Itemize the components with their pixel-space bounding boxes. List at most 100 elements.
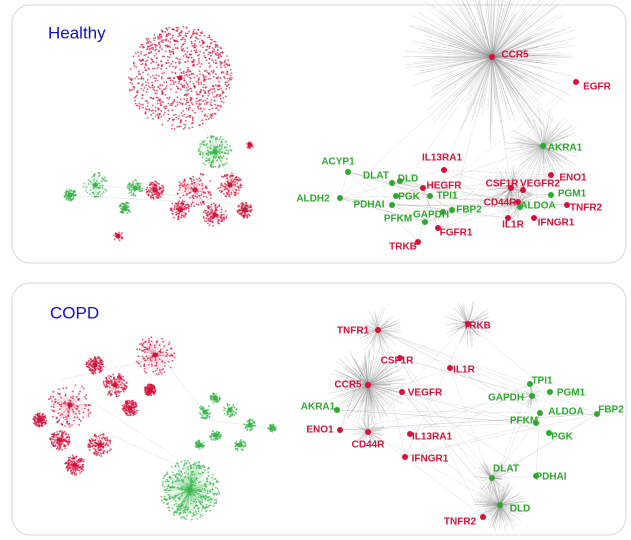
node-dot: [199, 201, 202, 204]
node-dot: [231, 174, 234, 177]
node-dot: [167, 119, 170, 122]
node-dot: [187, 74, 189, 77]
node-dot: [167, 61, 170, 64]
node-dot: [169, 33, 172, 35]
edge: [213, 151, 216, 168]
node-dot: [217, 108, 220, 111]
node-dot: [137, 51, 140, 54]
node-dot: [205, 144, 208, 147]
node-dot: [107, 374, 110, 377]
node-dot: [227, 149, 230, 152]
node-dot: [54, 439, 57, 442]
node-dot: [226, 55, 228, 57]
node-dot: [103, 436, 106, 439]
node-dot: [92, 178, 95, 181]
node-dot: [194, 195, 197, 198]
node-dot: [155, 196, 158, 198]
node-dot: [193, 205, 195, 207]
node-dot: [125, 381, 128, 384]
node-dot: [160, 40, 163, 43]
node-dot: [186, 192, 188, 195]
node-dot: [98, 449, 101, 452]
node-dot: [188, 205, 190, 207]
node-dot: [101, 368, 104, 371]
node-dot: [72, 411, 75, 413]
node-dot: [214, 165, 217, 168]
node-dot: [208, 158, 210, 161]
node-dot: [207, 219, 210, 222]
node-dot: [175, 211, 178, 214]
node-dot: [95, 195, 98, 198]
node-dot: [73, 419, 75, 422]
edge: [203, 141, 216, 153]
hub-dot: [92, 362, 98, 368]
node-dot: [210, 220, 213, 223]
node-dot: [171, 354, 174, 357]
node-dot: [160, 77, 163, 80]
node-dot: [187, 85, 190, 88]
node-dot: [138, 70, 140, 73]
node-dot: [153, 67, 156, 70]
node-dot: [39, 415, 42, 418]
node-dot: [95, 454, 98, 457]
node-dot: [108, 386, 111, 389]
node-dot: [176, 192, 179, 195]
node-dot: [150, 114, 153, 116]
node-dot: [148, 191, 151, 193]
node-dot: [58, 403, 61, 406]
node-dot: [67, 443, 70, 446]
node-dot: [123, 202, 126, 205]
node-dot: [178, 80, 181, 83]
node-dot: [183, 216, 185, 219]
node-dot: [198, 78, 200, 81]
node-dot: [126, 399, 129, 402]
node-dot: [155, 48, 158, 51]
edge: [193, 189, 196, 207]
node-dot: [61, 448, 64, 451]
node-dot: [220, 215, 223, 218]
node-dot: [99, 195, 102, 197]
node-dot: [183, 79, 186, 82]
node-dot: [143, 54, 146, 57]
node-dot: [239, 213, 242, 216]
edge: [179, 79, 216, 151]
node-dot: [187, 115, 190, 118]
node-dot: [68, 436, 71, 439]
node-dot: [192, 30, 195, 33]
node-dot: [182, 70, 185, 73]
node-dot: [130, 194, 133, 197]
node-dot: [134, 401, 136, 403]
edge: [210, 136, 216, 153]
node-dot: [135, 75, 138, 78]
node-dot: [100, 192, 103, 195]
node-dot: [131, 183, 134, 186]
node-dot: [160, 372, 163, 375]
edge: [194, 174, 203, 191]
node-dot: [217, 187, 220, 190]
node-dot: [93, 357, 96, 360]
node-dot: [144, 346, 147, 349]
node-dot: [153, 54, 156, 57]
node-dot: [55, 433, 58, 436]
node-dot: [62, 431, 65, 434]
node-dot: [203, 220, 206, 222]
node-dot: [169, 79, 172, 82]
node-dot: [225, 72, 228, 75]
node-dot: [150, 197, 153, 199]
node-dot: [206, 205, 209, 208]
node-dot: [225, 191, 228, 194]
node-dot: [197, 28, 200, 31]
node-dot: [141, 94, 144, 96]
node-dot: [133, 77, 136, 80]
node-dot: [115, 395, 118, 398]
node-dot: [64, 194, 67, 197]
node-dot: [122, 409, 125, 412]
node-dot: [171, 210, 174, 213]
node-dot: [210, 206, 212, 208]
node-dot: [74, 194, 77, 197]
node-dot: [102, 178, 105, 181]
node-dot: [74, 384, 77, 387]
node-dot: [226, 84, 229, 87]
node-dot: [209, 216, 212, 219]
node-dot: [161, 123, 164, 126]
